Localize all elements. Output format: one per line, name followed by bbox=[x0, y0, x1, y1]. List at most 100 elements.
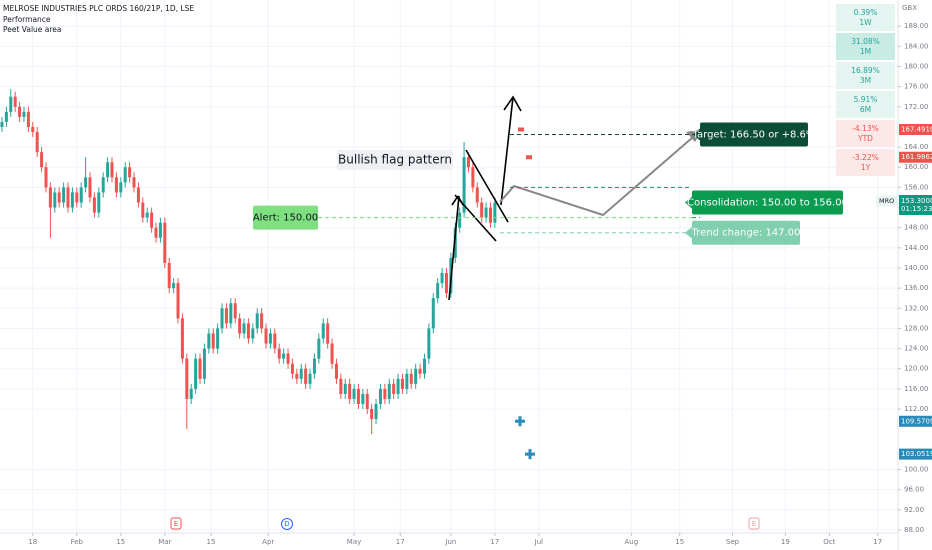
candle-body bbox=[26, 111, 30, 127]
indicator-label: Peet Value area bbox=[3, 25, 62, 34]
candle-body bbox=[383, 388, 387, 399]
candle-body bbox=[128, 167, 132, 178]
performance-change: 31.08% bbox=[851, 37, 880, 46]
x-tick-label: Apr bbox=[262, 538, 274, 546]
candle-body bbox=[400, 378, 404, 389]
level-label: Trend change: 147.00 bbox=[691, 228, 801, 239]
candle-body bbox=[79, 187, 83, 203]
x-tick-label: Mar bbox=[158, 538, 171, 546]
candle-body bbox=[304, 368, 308, 384]
candle-body bbox=[414, 368, 418, 384]
candle-body bbox=[370, 409, 374, 420]
price-label: 109.5709 bbox=[901, 417, 932, 425]
price-label: 103.0519 bbox=[901, 450, 932, 458]
label-pointer bbox=[685, 226, 692, 239]
candle-body bbox=[299, 368, 303, 379]
x-tick-label: Aug bbox=[624, 538, 638, 546]
performance-period: 1Y bbox=[861, 163, 871, 172]
y-tick-label: 132.00 bbox=[904, 304, 929, 312]
candle-body bbox=[427, 328, 431, 359]
candle-body bbox=[123, 167, 127, 183]
candle-body bbox=[220, 308, 224, 329]
x-tick-label: May bbox=[347, 538, 361, 546]
pattern-label: Bullish flag pattern bbox=[338, 153, 452, 167]
candle-body bbox=[48, 187, 52, 208]
candle-body bbox=[35, 131, 39, 153]
candle-body bbox=[31, 126, 35, 132]
candle-body bbox=[484, 207, 488, 218]
candle-body bbox=[466, 157, 470, 168]
level-label: Target: 166.50 or +8.6% bbox=[692, 130, 816, 141]
candle-body bbox=[4, 111, 8, 122]
candle-body bbox=[260, 313, 264, 329]
value-marker bbox=[518, 127, 524, 132]
candle-body bbox=[167, 262, 171, 289]
candle-body bbox=[53, 192, 57, 208]
candle-body bbox=[0, 121, 4, 127]
candle-body bbox=[436, 283, 440, 299]
y-tick-label: 180.00 bbox=[904, 62, 929, 70]
y-tick-label: 120.00 bbox=[904, 365, 929, 373]
candle-body bbox=[387, 383, 391, 399]
x-tick-label: Sep bbox=[726, 538, 740, 546]
price-countdown: 01:15:23 bbox=[901, 205, 932, 213]
candle-body bbox=[440, 273, 444, 284]
candle-body bbox=[431, 298, 435, 329]
candle-body bbox=[233, 303, 237, 319]
candle-body bbox=[348, 383, 352, 399]
event-marker bbox=[748, 517, 760, 530]
level-box bbox=[692, 220, 800, 245]
candle-body bbox=[150, 212, 154, 228]
x-tick-label: 18 bbox=[28, 538, 37, 546]
candle-body bbox=[268, 333, 272, 344]
currency-label: GBX bbox=[902, 4, 917, 12]
price-label-box bbox=[899, 415, 932, 427]
performance-cell bbox=[836, 62, 895, 89]
x-tick-label: Oct bbox=[823, 538, 835, 546]
candle-body bbox=[18, 106, 22, 117]
level-label: Alert: 150.00 bbox=[253, 213, 318, 224]
candle-body bbox=[488, 207, 492, 223]
candle-body bbox=[207, 333, 211, 349]
candle-body bbox=[286, 353, 290, 364]
x-tick-label: Jul bbox=[534, 538, 544, 546]
performance-cell bbox=[836, 120, 895, 147]
candle-body bbox=[176, 283, 180, 319]
candle-body bbox=[277, 348, 281, 359]
candles bbox=[0, 89, 497, 435]
candle-body bbox=[154, 227, 158, 238]
candle-body bbox=[119, 182, 123, 193]
candle-body bbox=[242, 323, 246, 334]
indicator-label: Performance bbox=[3, 15, 51, 24]
x-tick-label: 17 bbox=[873, 538, 882, 546]
candle-body bbox=[110, 162, 114, 178]
candle-body bbox=[352, 388, 356, 399]
price-label-box bbox=[899, 448, 932, 460]
price-label: 153.3000 bbox=[901, 197, 932, 205]
candle-body bbox=[312, 358, 316, 374]
y-tick-label: 128.00 bbox=[904, 324, 929, 332]
symbol-tag bbox=[876, 195, 897, 207]
candle-body bbox=[255, 313, 259, 329]
y-tick-label: 136.00 bbox=[904, 284, 929, 292]
candle-body bbox=[378, 388, 382, 405]
candle-body bbox=[361, 393, 365, 405]
projection-path bbox=[499, 130, 701, 217]
candle-body bbox=[224, 308, 228, 324]
candle-body bbox=[185, 358, 189, 399]
price-label: 161.9862 bbox=[901, 153, 932, 161]
price-label-box bbox=[899, 151, 932, 163]
candle-body bbox=[282, 353, 286, 359]
candle-body bbox=[251, 328, 255, 339]
y-tick-label: 184.00 bbox=[904, 42, 929, 50]
candle-body bbox=[9, 96, 13, 112]
candle-body bbox=[290, 363, 294, 374]
value-marker bbox=[515, 416, 525, 427]
candle-body bbox=[493, 202, 497, 223]
performance-change: 16.89% bbox=[851, 66, 880, 75]
y-tick-label: 96.00 bbox=[904, 486, 924, 494]
x-tick-label: Feb bbox=[71, 538, 84, 546]
candle-body bbox=[44, 167, 48, 188]
candle-body bbox=[396, 378, 400, 394]
